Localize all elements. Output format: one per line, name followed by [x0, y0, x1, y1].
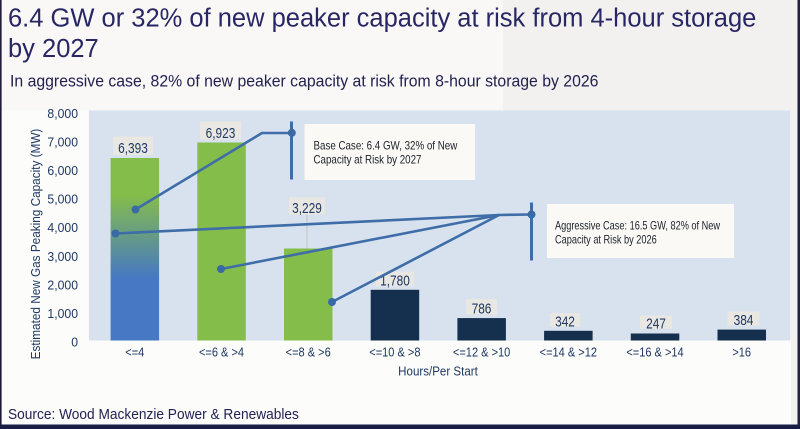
- svg-text:6.4 GW or 32% of new peaker ca: 6.4 GW or 32% of new peaker capacity at …: [8, 5, 756, 33]
- svg-text:384: 384: [734, 312, 754, 328]
- svg-text:Capacity at Risk by 2027: Capacity at Risk by 2027: [314, 154, 422, 167]
- svg-text:<=12 & >10: <=12 & >10: [453, 345, 511, 360]
- svg-text:786: 786: [472, 300, 492, 316]
- svg-text:<=4: <=4: [125, 345, 144, 360]
- svg-text:6,393: 6,393: [118, 140, 148, 156]
- svg-text:8,000: 8,000: [47, 105, 78, 121]
- svg-text:<=8 & >6: <=8 & >6: [286, 345, 331, 360]
- svg-text:Capacity at Risk by 2026: Capacity at Risk by 2026: [555, 234, 657, 246]
- svg-text:0: 0: [71, 334, 78, 350]
- svg-text:<=6 & >4: <=6 & >4: [199, 345, 244, 360]
- svg-text:3,229: 3,229: [292, 200, 322, 216]
- svg-text:Hours/Per Start: Hours/Per Start: [398, 364, 478, 379]
- svg-text:In aggressive case, 82% of new: In aggressive case, 82% of new peaker ca…: [10, 72, 598, 91]
- svg-text:5,000: 5,000: [47, 191, 78, 207]
- svg-text:6,000: 6,000: [47, 163, 78, 179]
- svg-text:2,000: 2,000: [47, 277, 78, 293]
- svg-text:247: 247: [646, 315, 666, 331]
- svg-text:by 2027: by 2027: [8, 35, 99, 63]
- svg-text:>16: >16: [732, 345, 751, 360]
- svg-text:Source: Wood Mackenzie Power &: Source: Wood Mackenzie Power & Renewable…: [8, 407, 299, 423]
- svg-text:<=14 & >12: <=14 & >12: [540, 345, 598, 360]
- svg-text:1,780: 1,780: [380, 272, 410, 288]
- svg-text:342: 342: [555, 313, 575, 329]
- svg-text:<=16 & >14: <=16 & >14: [626, 345, 684, 360]
- svg-text:Aggressive Case: 16.5 GW, 82%: Aggressive Case: 16.5 GW, 82% of New: [555, 221, 720, 233]
- svg-text:4,000: 4,000: [47, 220, 78, 236]
- svg-text:1,000: 1,000: [47, 306, 78, 322]
- svg-text:3,000: 3,000: [47, 248, 78, 264]
- svg-text:Estimated New Gas Peaking Capa: Estimated New Gas Peaking Capacity (MW): [29, 129, 44, 360]
- svg-text:Base Case: 6.4 GW, 32% of New: Base Case: 6.4 GW, 32% of New: [314, 140, 458, 153]
- svg-text:<=10 & >8: <=10 & >8: [369, 345, 421, 360]
- svg-text:6,923: 6,923: [206, 125, 236, 141]
- svg-text:7,000: 7,000: [47, 134, 78, 150]
